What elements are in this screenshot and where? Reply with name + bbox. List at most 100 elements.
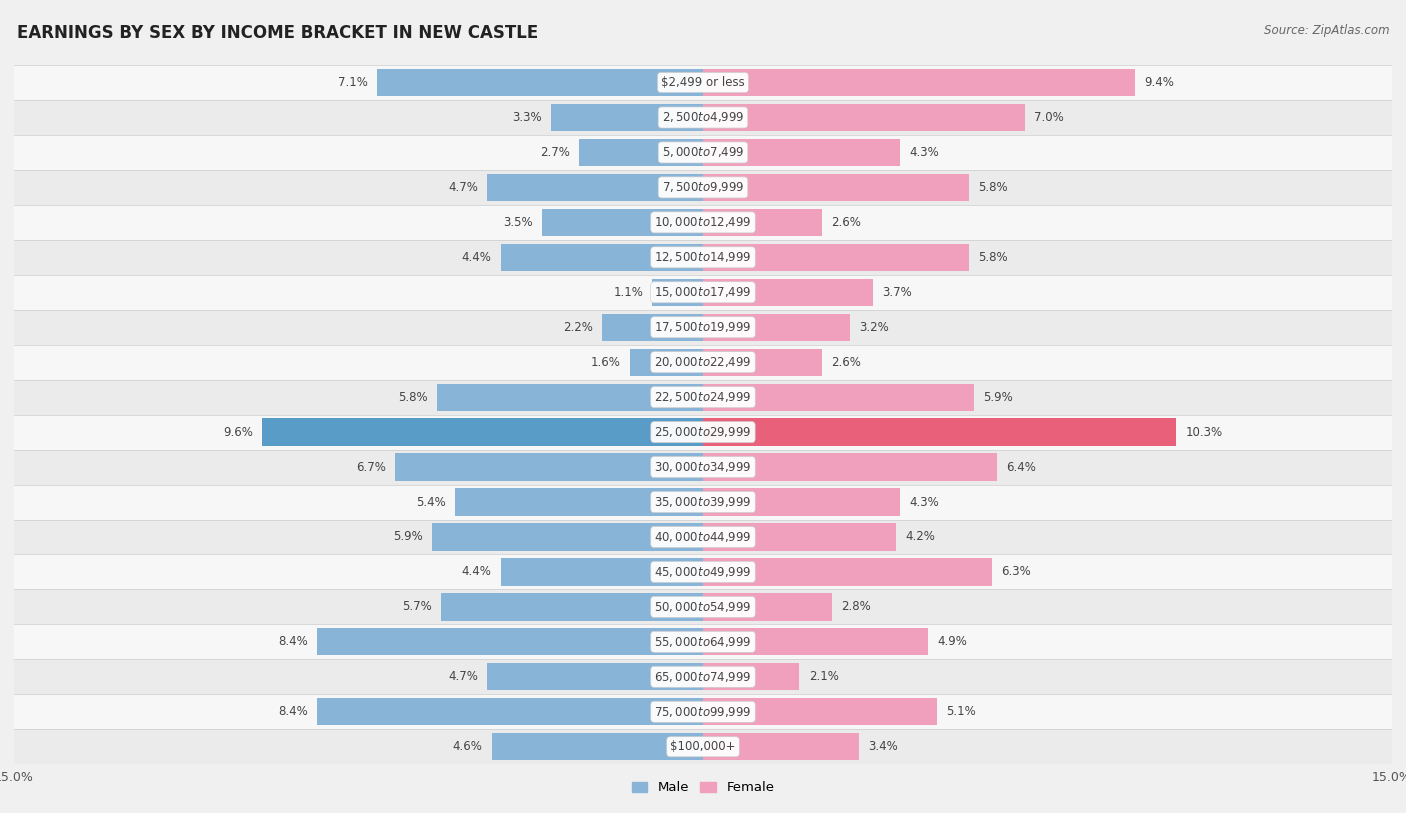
Text: 1.1%: 1.1% <box>613 286 644 298</box>
Text: 5.8%: 5.8% <box>979 181 1008 193</box>
Text: 5.8%: 5.8% <box>398 391 427 403</box>
Text: $17,500 to $19,999: $17,500 to $19,999 <box>654 320 752 334</box>
Bar <box>437 384 703 411</box>
Bar <box>14 275 1392 310</box>
Bar <box>377 69 703 96</box>
Bar <box>551 104 703 131</box>
Bar <box>14 729 1392 764</box>
Text: 4.4%: 4.4% <box>461 566 492 578</box>
Text: $50,000 to $54,999: $50,000 to $54,999 <box>654 600 752 614</box>
Text: 4.9%: 4.9% <box>938 636 967 648</box>
Bar <box>703 524 896 550</box>
Text: $2,500 to $4,999: $2,500 to $4,999 <box>662 111 744 124</box>
Bar <box>703 384 974 411</box>
Bar <box>14 450 1392 485</box>
Bar <box>262 419 703 446</box>
Bar <box>703 209 823 236</box>
Bar <box>602 314 703 341</box>
Bar <box>14 345 1392 380</box>
Text: 6.7%: 6.7% <box>356 461 387 473</box>
Text: 8.4%: 8.4% <box>278 706 308 718</box>
Bar <box>703 104 1025 131</box>
Text: 3.7%: 3.7% <box>882 286 912 298</box>
Bar <box>703 593 831 620</box>
Text: 3.3%: 3.3% <box>513 111 543 124</box>
Text: 5.1%: 5.1% <box>946 706 976 718</box>
Text: 3.5%: 3.5% <box>503 216 533 228</box>
Bar <box>703 489 900 515</box>
Text: 9.4%: 9.4% <box>1144 76 1174 89</box>
Text: $45,000 to $49,999: $45,000 to $49,999 <box>654 565 752 579</box>
Text: 2.6%: 2.6% <box>831 216 862 228</box>
Bar <box>579 139 703 166</box>
Text: $2,499 or less: $2,499 or less <box>661 76 745 89</box>
Text: $7,500 to $9,999: $7,500 to $9,999 <box>662 180 744 194</box>
Text: $55,000 to $64,999: $55,000 to $64,999 <box>654 635 752 649</box>
Bar <box>703 139 900 166</box>
Bar <box>456 489 703 515</box>
Text: 4.3%: 4.3% <box>910 146 939 159</box>
Text: 4.2%: 4.2% <box>905 531 935 543</box>
Bar <box>14 520 1392 554</box>
Bar <box>14 170 1392 205</box>
Text: 2.6%: 2.6% <box>831 356 862 368</box>
Bar <box>501 559 703 585</box>
Text: 5.9%: 5.9% <box>983 391 1012 403</box>
Text: $25,000 to $29,999: $25,000 to $29,999 <box>654 425 752 439</box>
Text: 9.6%: 9.6% <box>224 426 253 438</box>
Bar <box>703 419 1175 446</box>
Text: $35,000 to $39,999: $35,000 to $39,999 <box>654 495 752 509</box>
Text: 5.9%: 5.9% <box>394 531 423 543</box>
Bar <box>14 589 1392 624</box>
Bar <box>703 314 851 341</box>
Text: 4.7%: 4.7% <box>449 671 478 683</box>
Bar <box>703 733 859 760</box>
Text: Source: ZipAtlas.com: Source: ZipAtlas.com <box>1264 24 1389 37</box>
Text: 1.6%: 1.6% <box>591 356 620 368</box>
Text: 4.6%: 4.6% <box>453 741 482 753</box>
Text: 5.4%: 5.4% <box>416 496 446 508</box>
Text: $40,000 to $44,999: $40,000 to $44,999 <box>654 530 752 544</box>
Bar <box>14 205 1392 240</box>
Text: 2.8%: 2.8% <box>841 601 870 613</box>
Bar <box>703 559 993 585</box>
Text: 2.2%: 2.2% <box>562 321 593 333</box>
Text: $100,000+: $100,000+ <box>671 741 735 753</box>
Bar <box>318 628 703 655</box>
Bar <box>14 65 1392 100</box>
Text: 10.3%: 10.3% <box>1185 426 1222 438</box>
Text: 2.7%: 2.7% <box>540 146 569 159</box>
Bar <box>703 349 823 376</box>
Text: $5,000 to $7,499: $5,000 to $7,499 <box>662 146 744 159</box>
Bar <box>630 349 703 376</box>
Text: 7.0%: 7.0% <box>1033 111 1063 124</box>
Bar <box>703 279 873 306</box>
Text: $30,000 to $34,999: $30,000 to $34,999 <box>654 460 752 474</box>
Text: 4.3%: 4.3% <box>910 496 939 508</box>
Bar <box>703 174 969 201</box>
Bar <box>14 624 1392 659</box>
Text: 6.3%: 6.3% <box>1001 566 1031 578</box>
Text: 3.2%: 3.2% <box>859 321 889 333</box>
Text: 8.4%: 8.4% <box>278 636 308 648</box>
Text: $65,000 to $74,999: $65,000 to $74,999 <box>654 670 752 684</box>
Text: EARNINGS BY SEX BY INCOME BRACKET IN NEW CASTLE: EARNINGS BY SEX BY INCOME BRACKET IN NEW… <box>17 24 538 42</box>
Text: $20,000 to $22,499: $20,000 to $22,499 <box>654 355 752 369</box>
Bar <box>14 100 1392 135</box>
Text: 4.7%: 4.7% <box>449 181 478 193</box>
Text: 4.4%: 4.4% <box>461 251 492 263</box>
Bar <box>703 69 1135 96</box>
Text: $75,000 to $99,999: $75,000 to $99,999 <box>654 705 752 719</box>
Bar <box>492 733 703 760</box>
Text: 3.4%: 3.4% <box>869 741 898 753</box>
Text: $15,000 to $17,499: $15,000 to $17,499 <box>654 285 752 299</box>
Bar <box>14 380 1392 415</box>
Bar <box>14 694 1392 729</box>
Bar <box>395 454 703 480</box>
Bar <box>318 698 703 725</box>
Bar <box>543 209 703 236</box>
Bar <box>703 244 969 271</box>
Text: 5.7%: 5.7% <box>402 601 432 613</box>
Text: 7.1%: 7.1% <box>337 76 368 89</box>
Bar <box>486 663 703 690</box>
